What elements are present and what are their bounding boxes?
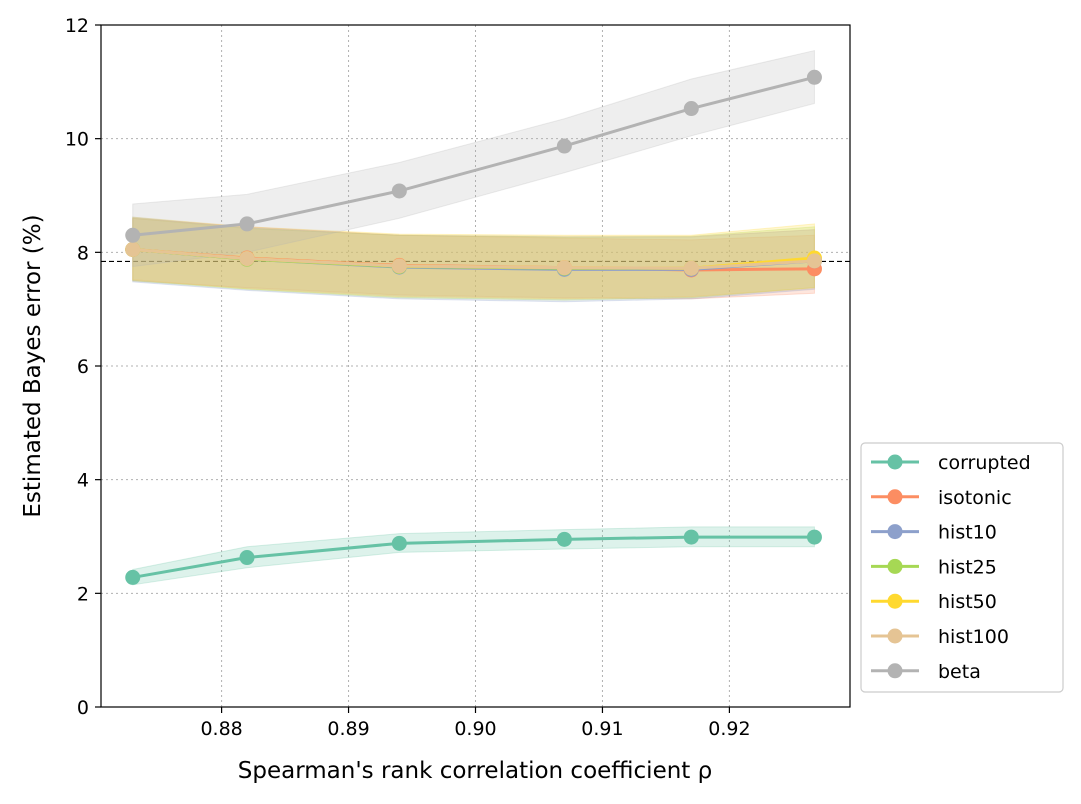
point-beta [556,138,572,154]
legend-marker-hist50 [887,593,903,609]
line-corrupted [132,535,815,579]
point-hist100 [683,260,699,276]
point-corrupted [239,550,255,566]
y-tick-label: 12 [65,15,89,37]
band-hist100 [132,217,815,299]
point-beta [239,216,255,232]
band-hist25 [132,217,815,301]
legend-marker-hist25 [887,558,903,574]
y-axis-ticks: 0 2 4 6 8 10 12 [65,15,101,719]
point-corrupted [806,529,822,545]
y-tick-label: 2 [77,583,89,605]
point-hist100 [239,251,255,267]
point-hist100 [806,253,822,269]
point-hist100 [391,258,407,274]
legend-label-isotonic: isotonic [938,487,1012,509]
legend-marker-beta [887,663,903,679]
band-hist50 [132,216,815,300]
y-tick-label: 4 [77,470,89,492]
legend-item-corrupted: corrupted [871,452,1031,474]
legend-item-hist100: hist100 [871,626,1009,648]
point-hist100 [125,241,141,257]
line-beta [132,75,815,237]
y-axis-label: Estimated Bayes error (%) [20,214,46,517]
band-hist10 [132,216,815,303]
legend-label-hist10: hist10 [938,522,997,544]
point-beta [391,183,407,199]
y-tick-label: 10 [65,129,89,151]
x-tick-label: 0.89 [327,718,369,740]
series-lines [125,69,822,585]
point-hist100 [556,260,572,276]
point-beta [125,227,141,243]
legend: corrupted isotonic hist10 hist25 hist50 hist1… [860,442,1064,693]
legend-label-hist100: hist100 [938,626,1009,648]
legend-label-beta: beta [938,661,981,683]
legend-marker-hist10 [887,524,903,540]
confidence-bands [132,49,815,586]
grid [101,25,850,707]
x-tick-label: 0.90 [454,718,496,740]
x-tick-label: 0.88 [200,718,242,740]
y-tick-label: 8 [77,242,89,264]
legend-marker-corrupted [887,454,903,470]
legend-label-hist50: hist50 [938,591,997,613]
legend-item-hist25: hist25 [871,556,997,578]
series-hist100 [125,241,822,276]
series-beta [125,69,822,243]
point-beta [806,69,822,85]
band-corrupted [132,526,815,586]
legend-item-hist10: hist10 [871,522,997,544]
legend-label-hist25: hist25 [938,556,997,578]
x-tick-label: 0.91 [581,718,623,740]
legend-item-hist50: hist50 [871,591,997,613]
legend-label-corrupted: corrupted [938,452,1031,474]
point-corrupted [683,529,699,545]
x-axis-ticks: 0.88 0.89 0.90 0.91 0.92 [200,707,751,740]
legend-item-isotonic: isotonic [871,487,1012,509]
point-beta [683,101,699,117]
line-hist100 [132,247,815,270]
point-corrupted [391,535,407,551]
legend-marker-isotonic [887,489,903,505]
legend-item-beta: beta [871,661,981,683]
y-tick-label: 6 [77,356,89,378]
x-tick-label: 0.92 [708,718,750,740]
y-tick-label: 0 [77,697,89,719]
legend-marker-hist100 [887,628,903,644]
point-corrupted [556,531,572,547]
x-axis-label: Spearman's rank correlation coefficient … [238,758,712,784]
band-isotonic [132,217,815,300]
legend-box [860,442,1064,693]
series-corrupted [125,529,822,585]
point-corrupted [125,569,141,585]
